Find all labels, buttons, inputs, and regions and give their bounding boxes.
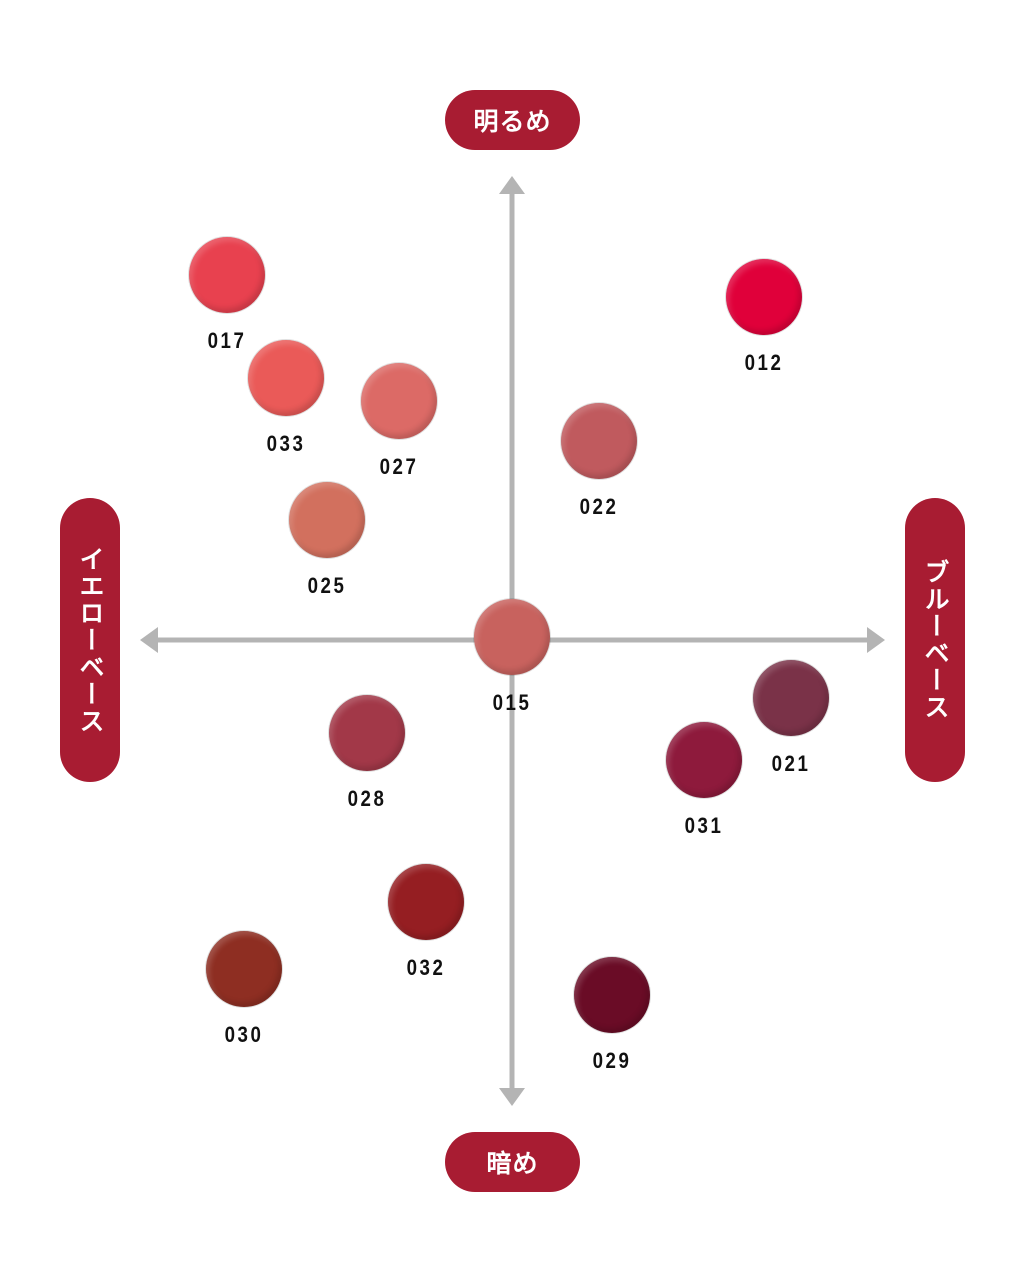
swatch-label: 027	[379, 454, 419, 479]
swatch-label: 031	[684, 813, 724, 838]
swatch-027	[361, 363, 437, 439]
swatch-label: 030	[224, 1022, 264, 1047]
swatch-label: 022	[579, 494, 619, 519]
swatch-032	[388, 864, 464, 940]
swatch-033	[248, 340, 324, 416]
swatch-label: 025	[307, 573, 347, 598]
swatch-031	[666, 722, 742, 798]
arrow-left-icon	[140, 627, 158, 653]
swatch-label: 015	[492, 690, 532, 715]
swatch-017	[189, 237, 265, 313]
swatch-012	[726, 259, 802, 335]
swatch-015	[474, 599, 550, 675]
swatch-028	[329, 695, 405, 771]
swatch-label: 033	[266, 431, 306, 456]
swatch-021	[753, 660, 829, 736]
axis-label-bright: 明るめ	[445, 90, 580, 150]
swatch-label: 032	[406, 955, 446, 980]
swatch-label: 029	[592, 1048, 632, 1073]
axis-label-blue-base: ブルーベース	[905, 498, 965, 782]
swatch-label: 017	[207, 328, 247, 353]
swatch-025	[289, 482, 365, 558]
swatch-029	[574, 957, 650, 1033]
arrow-right-icon	[867, 627, 885, 653]
axis-label-dark: 暗め	[445, 1132, 580, 1192]
arrow-up-icon	[499, 176, 525, 194]
swatch-030	[206, 931, 282, 1007]
swatch-label: 012	[744, 350, 784, 375]
swatch-label: 021	[771, 751, 811, 776]
axis-label-yellow-base: イエローベース	[60, 498, 120, 782]
swatch-label: 028	[347, 786, 387, 811]
arrow-down-icon	[499, 1088, 525, 1106]
swatch-022	[561, 403, 637, 479]
